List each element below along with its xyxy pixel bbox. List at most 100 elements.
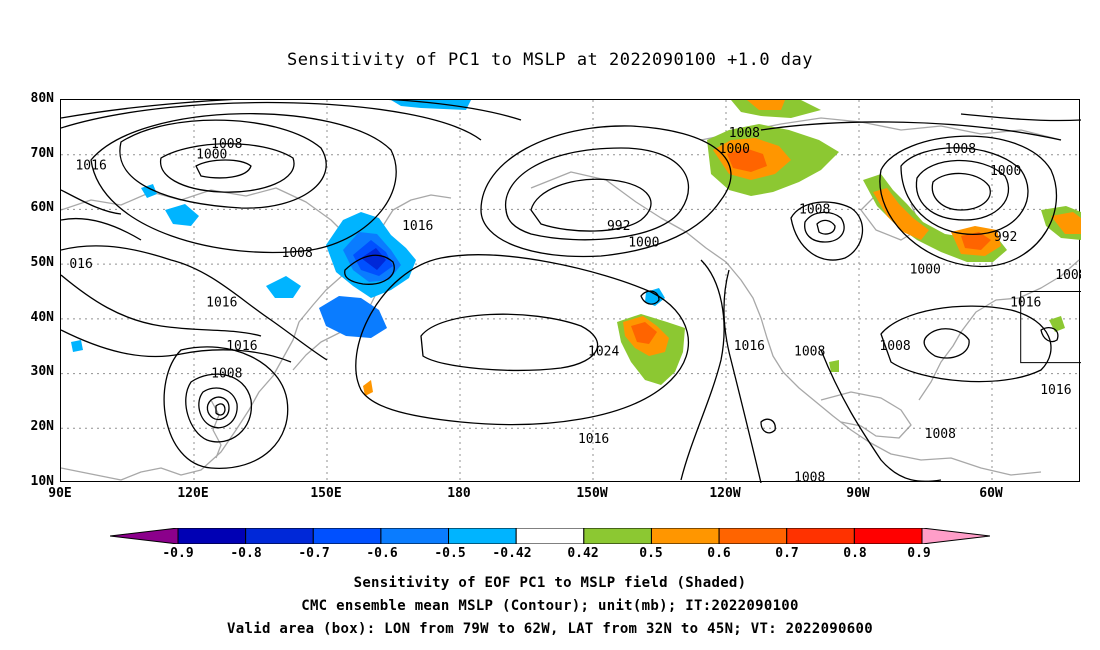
- coastline-north-america-east: [918, 259, 1080, 401]
- coastline-north-america: [530, 171, 1042, 476]
- isobar: [61, 189, 122, 215]
- colorbar-segment: [718, 528, 788, 544]
- positive-sensitivity-area: [829, 360, 839, 372]
- colorbar-label: 0.42: [567, 546, 599, 561]
- isobar: [879, 135, 1058, 268]
- positive-sensitivity-area: [747, 100, 785, 110]
- negative-sensitivity-area: [645, 288, 665, 306]
- isobar: [61, 274, 262, 337]
- colorbar-segment: [786, 528, 855, 544]
- caption-line-3: Valid area (box): LON from 79W to 62W, L…: [227, 621, 873, 637]
- isobar: [680, 259, 725, 481]
- colorbar-segment: [853, 528, 923, 544]
- coastline-gulf-mexico: [820, 391, 912, 439]
- isobar: [480, 125, 732, 258]
- mslp-contours: [61, 100, 1081, 483]
- isobar: [900, 147, 1029, 236]
- lat-label: 20N: [30, 419, 54, 434]
- colorbar-segment: [515, 528, 585, 544]
- colorbar-segment: [177, 528, 247, 544]
- caption-line-2: CMC ensemble mean MSLP (Contour); unit(m…: [301, 598, 799, 614]
- isobar: [61, 217, 142, 241]
- contour-label: 1008: [282, 246, 313, 261]
- colorbar-label: -0.8: [230, 546, 262, 561]
- positive-sensitivity-area: [363, 380, 373, 396]
- colorbar-label: 0.9: [907, 546, 931, 561]
- isobar: [923, 328, 970, 359]
- colorbar-segment: [110, 528, 179, 544]
- isobar: [344, 254, 395, 285]
- contour-label: 1000: [990, 164, 1021, 179]
- contour-label: 1016: [578, 432, 609, 447]
- colorbar-segment: [245, 528, 314, 544]
- isobar: [61, 329, 292, 363]
- contour-label: 1008: [945, 142, 976, 157]
- map-canvas: 1008100010161016100801610161016100810081…: [61, 100, 1081, 483]
- contour-label: 1008: [794, 345, 825, 360]
- negative-sensitivity-area: [361, 248, 386, 270]
- lon-label: 120E: [177, 486, 209, 501]
- contour-label: 1008: [794, 471, 825, 483]
- contour-label: 1008: [879, 339, 910, 354]
- lat-label: 80N: [30, 91, 54, 106]
- colorbar-label: 0.6: [707, 546, 731, 561]
- colorbar-segment: [921, 528, 990, 544]
- contour-label: 1000: [910, 263, 941, 278]
- isobar: [816, 219, 836, 235]
- isobar: [420, 313, 599, 371]
- colorbar-label: -0.7: [298, 546, 330, 561]
- negative-sensitivity-area: [319, 296, 387, 338]
- contour-label: 1016: [1010, 295, 1041, 310]
- lat-label: 50N: [30, 255, 54, 270]
- isobar: [163, 346, 289, 469]
- isobar: [185, 373, 252, 443]
- lat-label: 10N: [30, 474, 54, 489]
- lat-label: 40N: [30, 310, 54, 325]
- isobar: [119, 119, 327, 209]
- lat-label: 30N: [30, 364, 54, 379]
- isobar: [760, 121, 1062, 141]
- isobar: [960, 113, 1081, 122]
- isobar: [215, 403, 226, 416]
- contour-label: 1008: [925, 427, 956, 442]
- contour-label: 992: [607, 219, 630, 234]
- contour-label: 1016: [734, 339, 765, 354]
- lon-label: 90E: [48, 486, 72, 501]
- lon-label: 150E: [310, 486, 342, 501]
- isobar: [504, 147, 690, 241]
- colorbar-segment: [312, 528, 382, 544]
- isobar: [198, 387, 238, 429]
- caption-line-1: Sensitivity of EOF PC1 to MSLP field (Sh…: [353, 575, 747, 591]
- contour-label: 1024: [588, 345, 619, 360]
- lon-label: 120W: [709, 486, 741, 501]
- positive-sensitivity-area: [727, 148, 767, 172]
- lon-label: 150W: [576, 486, 608, 501]
- isobar: [206, 396, 230, 421]
- lat-label: 60N: [30, 200, 54, 215]
- isobar: [640, 290, 660, 305]
- positive-sensitivity-area: [873, 188, 929, 240]
- isobar: [804, 211, 845, 243]
- contour-label: 1008: [729, 126, 760, 141]
- isobar: [530, 178, 652, 232]
- colorbar-label: -0.5: [434, 546, 466, 561]
- coastline-asia: [61, 187, 362, 481]
- colorbar-segment: [583, 528, 652, 544]
- colorbar-label: 0.5: [639, 546, 663, 561]
- isobar: [915, 159, 1010, 221]
- isobar: [61, 100, 522, 121]
- negative-sensitivity-area: [141, 184, 157, 198]
- contour-label: 1000: [196, 148, 227, 163]
- graticule: [61, 100, 1081, 483]
- colorbar-label: -0.42: [492, 546, 532, 561]
- contour-label: 1008: [211, 137, 242, 152]
- isobar: [159, 143, 295, 193]
- contour-label: 1016: [226, 339, 257, 354]
- colorbar-segment: [448, 528, 517, 544]
- isobar: [790, 201, 864, 261]
- contour-label: 1016: [402, 219, 433, 234]
- contour-label: 992: [994, 230, 1017, 245]
- isobar: [355, 254, 690, 426]
- positive-sensitivity-area: [961, 232, 991, 250]
- colorbar-label: 0.7: [775, 546, 799, 561]
